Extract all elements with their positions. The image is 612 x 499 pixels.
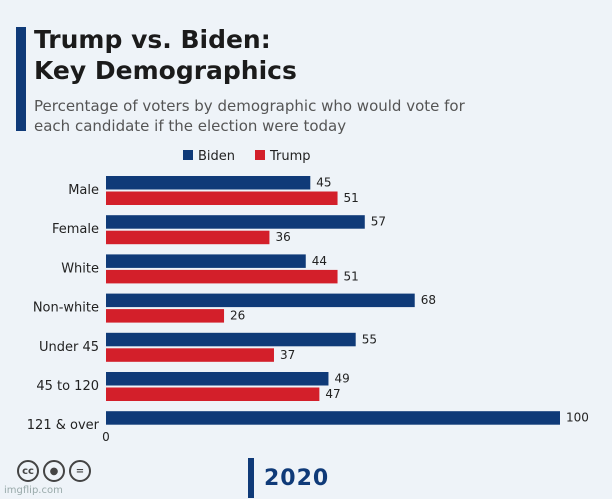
legend-swatch-biden	[183, 150, 193, 160]
watermark: imgflip.com	[4, 485, 63, 496]
license-icons: cc ● =	[17, 460, 91, 482]
data-label-trump-45-to-120: 47	[325, 387, 340, 401]
legend-label-trump: Trump	[269, 149, 311, 164]
category-label-45-to-120: 45 to 120	[36, 379, 99, 394]
data-label-trump-female: 36	[275, 230, 290, 244]
logo-text: 2020	[264, 465, 330, 491]
category-label-121-over: 121 & over	[27, 418, 100, 433]
title-line-2: Key Demographics	[34, 56, 297, 85]
title-accent-bar	[16, 27, 26, 131]
attribution-icon: ●	[43, 460, 65, 482]
chart-title: Trump vs. Biden: Key Demographics	[34, 24, 297, 86]
bar-biden-under-45	[106, 332, 356, 347]
bar-trump-under-45	[106, 348, 274, 362]
bar-trump-non-white	[106, 309, 225, 323]
bar-trump-45-to-120	[106, 387, 320, 401]
x-axis-zero-label: 0	[102, 430, 110, 444]
data-label-biden-white: 44	[312, 254, 327, 268]
data-label-trump-under-45: 37	[280, 348, 295, 362]
category-label-male: Male	[68, 183, 99, 198]
bar-trump-male	[106, 191, 338, 205]
data-label-biden-121-over: 100	[566, 411, 589, 425]
category-label-non-white: Non-white	[33, 301, 99, 316]
bar-trump-female	[106, 230, 270, 245]
category-label-white: White	[61, 261, 99, 276]
no-derivatives-icon: =	[69, 460, 91, 482]
bar-biden-female	[106, 215, 365, 229]
data-label-biden-male: 45	[316, 176, 331, 190]
election-2020-logo: 2020	[248, 458, 329, 498]
bar-biden-male	[106, 176, 311, 190]
data-label-trump-male: 51	[344, 191, 359, 205]
logo-bar	[248, 458, 254, 498]
legend-swatch-trump	[255, 150, 265, 160]
chart-subtitle: Percentage of voters by demographic who …	[34, 97, 465, 135]
title-line-1: Trump vs. Biden:	[34, 25, 271, 54]
data-label-trump-white: 51	[344, 269, 359, 283]
data-label-biden-female: 57	[371, 215, 386, 229]
category-label-female: Female	[52, 222, 99, 237]
legend-label-biden: Biden	[198, 149, 235, 164]
data-label-trump-non-white: 26	[230, 309, 245, 323]
bar-biden-non-white	[106, 293, 415, 308]
bar-biden-45-to-120	[106, 372, 329, 386]
data-label-biden-non-white: 68	[421, 293, 436, 307]
data-label-biden-45-to-120: 49	[334, 372, 349, 386]
bar-trump-white	[106, 269, 338, 284]
bar-biden-white	[106, 254, 306, 268]
cc-license-icon: cc	[17, 460, 39, 482]
data-label-biden-under-45: 55	[362, 332, 377, 346]
category-label-under-45: Under 45	[39, 340, 99, 355]
bar-biden-121-over	[106, 411, 560, 425]
